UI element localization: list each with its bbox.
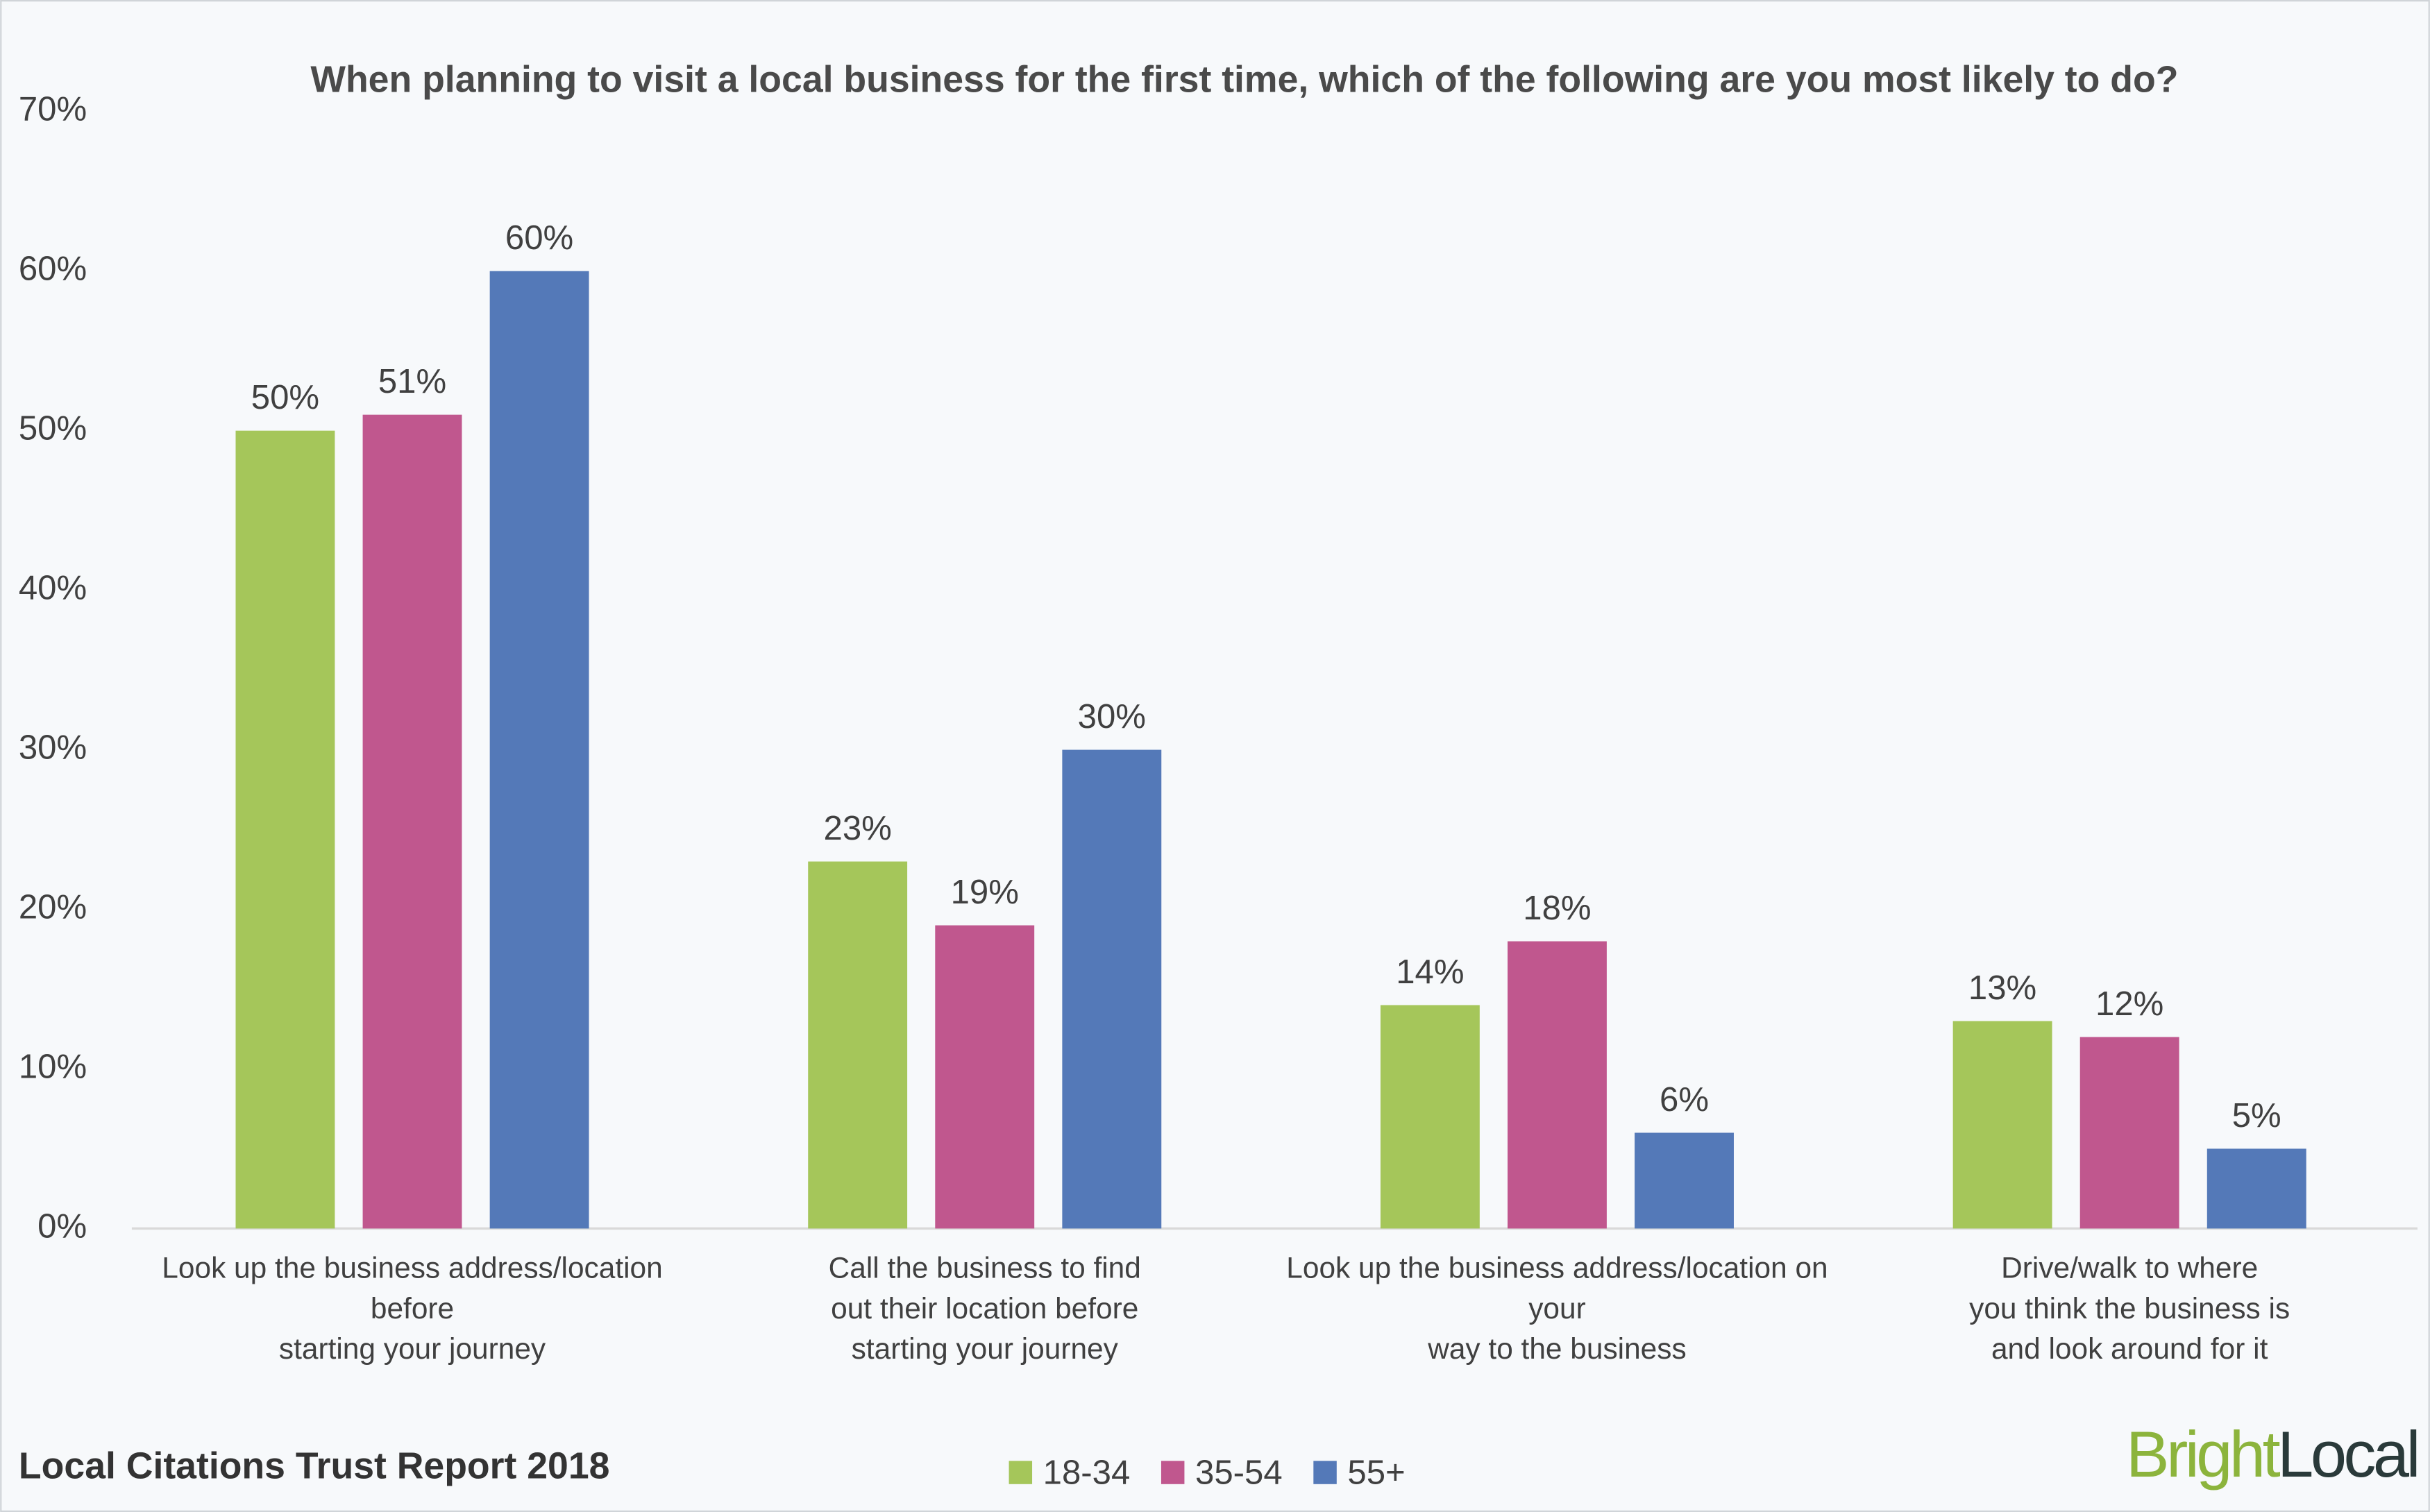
bar (489, 271, 589, 1229)
data-label: 51% (378, 363, 446, 400)
footer: Local Citations Trust Report 2018 (19, 1445, 610, 1487)
bar (808, 861, 908, 1229)
y-tick-label: 50% (19, 410, 87, 448)
x-tick-label-line: Drive/walk to where (2001, 1252, 2258, 1284)
legend-label: 55+ (1347, 1454, 1405, 1491)
bar (2079, 1037, 2179, 1229)
x-tick-label-line: starting your journey (852, 1332, 1119, 1365)
data-label: 23% (824, 810, 892, 847)
y-tick-label: 60% (19, 250, 87, 288)
y-tick-label: 40% (19, 570, 87, 607)
brand-part: Local (2277, 1418, 2418, 1490)
legend-label: 35-54 (1195, 1454, 1283, 1491)
y-tick-label: 10% (19, 1048, 87, 1085)
brand-part: Bright (2126, 1418, 2281, 1490)
bar (1635, 1132, 1734, 1229)
data-label: 6% (1660, 1081, 1709, 1119)
x-tick-label: Look up the business address/location on… (1286, 1252, 1828, 1365)
y-tick-label: 20% (19, 888, 87, 926)
y-tick-label: 0% (37, 1207, 87, 1245)
legend-label: 18-34 (1043, 1454, 1131, 1491)
data-label: 50% (251, 379, 319, 416)
y-tick-label: 70% (19, 91, 87, 128)
legend-swatch (1313, 1461, 1337, 1484)
x-tick-label-line: starting your journey (279, 1332, 546, 1365)
data-label: 12% (2095, 985, 2163, 1023)
x-tick-label-line: Call the business to find (829, 1252, 1141, 1284)
x-tick-label: Look up the business address/location bef… (162, 1252, 662, 1365)
x-tick-label: Drive/walk to where you think the busines… (1969, 1252, 2290, 1365)
x-tick-label-line: and look around for it (1991, 1332, 2268, 1365)
x-tick-label-line: your (1528, 1292, 1586, 1325)
x-tick-label-line: out their location before (831, 1292, 1138, 1325)
data-label: 13% (1968, 969, 2036, 1007)
bar (235, 430, 335, 1229)
brand-logo: BrightLocal (2126, 1418, 2418, 1490)
chart-title: When planning to visit a local business … (310, 58, 2178, 100)
y-tick-label: 30% (19, 729, 87, 767)
data-label: 5% (2232, 1097, 2281, 1135)
x-tick-label-line: Look up the business address/location (162, 1252, 662, 1284)
x-tick-label-line: way to the business (1427, 1332, 1686, 1365)
legend-swatch (1161, 1461, 1185, 1484)
legend-swatch (1009, 1461, 1033, 1484)
x-tick-label-line: you think the business is (1969, 1292, 2290, 1325)
data-label: 14% (1396, 953, 1464, 991)
x-tick-label: Call the business to find out their locat… (829, 1252, 1141, 1365)
x-tick-label-line: Look up the business address/location on (1286, 1252, 1828, 1284)
bar (935, 925, 1035, 1229)
bar (1062, 749, 1162, 1229)
bar (1508, 941, 1607, 1229)
bar (362, 414, 462, 1229)
bar (1380, 1005, 1480, 1229)
data-label: 19% (951, 874, 1019, 911)
x-tick-label-line: before (371, 1292, 454, 1325)
bar (1952, 1021, 2052, 1229)
data-label: 18% (1523, 890, 1591, 927)
data-label: 60% (505, 219, 573, 257)
bar (2207, 1148, 2306, 1229)
data-label: 30% (1078, 698, 1146, 736)
